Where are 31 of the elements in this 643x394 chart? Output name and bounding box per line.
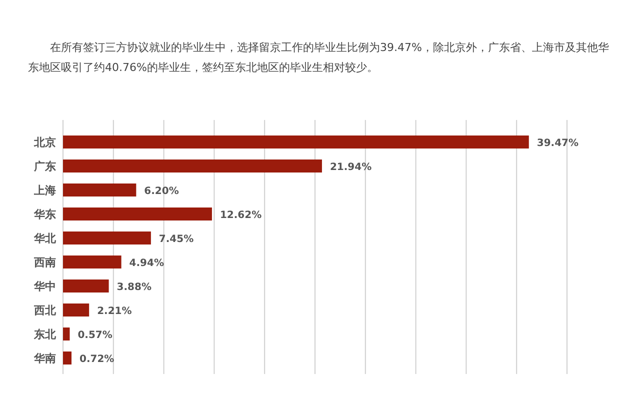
data-label: 12.62% — [220, 210, 262, 221]
text: 在所有签订三方协议就业的毕业生中，选择留京工作的毕业生比例为39.47%，除北京外，广东省、上海市及其他华东地区吸引了约40.76%的毕业生，签约至东北地区的毕业生相对较少。 — [28, 40, 610, 76]
data-label: 39.47% — [536, 138, 579, 149]
bar — [63, 280, 109, 292]
bar — [63, 136, 529, 148]
data-label: 3.88% — [116, 282, 152, 293]
y-tick-label: 广东 — [33, 160, 56, 173]
y-tick-label: 上海 — [33, 184, 56, 197]
y-tick-label: 东北 — [33, 328, 57, 341]
y-tick-label: 西北 — [33, 304, 57, 317]
y-tick-label: 华中 — [33, 280, 56, 293]
y-tick-label: 北京 — [33, 136, 56, 149]
bar — [63, 256, 122, 268]
y-tick-label: 西南 — [33, 256, 56, 269]
data-label: 4.94% — [129, 258, 164, 269]
data-label: 6.20% — [144, 186, 179, 197]
y-tick-label: 华南 — [33, 352, 56, 365]
bar — [63, 352, 72, 364]
bar — [63, 328, 70, 340]
bar — [63, 160, 322, 172]
data-label: 21.94% — [330, 162, 372, 173]
bar — [63, 304, 90, 316]
y-tick-label: 华北 — [33, 232, 57, 245]
data-label: 2.21% — [97, 306, 132, 317]
bar — [63, 208, 212, 220]
bar — [63, 184, 136, 196]
data-label: 7.45% — [158, 234, 194, 245]
y-tick-label: 华东 — [33, 208, 56, 221]
data-label: 0.72% — [80, 354, 114, 365]
bar — [63, 232, 151, 244]
data-label: 0.57% — [78, 330, 112, 341]
